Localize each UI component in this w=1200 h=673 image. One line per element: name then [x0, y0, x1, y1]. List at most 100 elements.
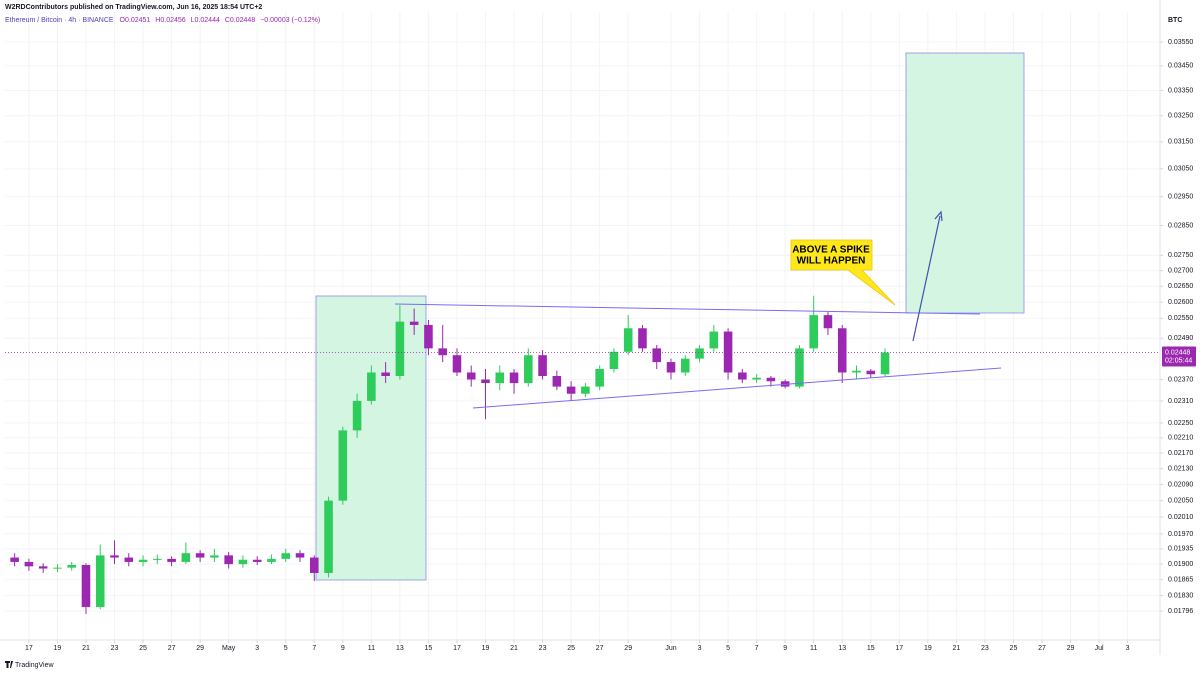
candle-body	[652, 348, 662, 363]
x-tick-label: 29	[1067, 645, 1075, 652]
resistance-line	[394, 303, 981, 315]
candle-body	[552, 375, 562, 387]
candle-body	[823, 315, 833, 329]
y-tick-label: 0.02250	[1168, 420, 1193, 427]
x-tick-label: 17	[453, 645, 461, 652]
x-tick-label: 13	[838, 645, 846, 652]
countdown: 02:05:44	[1165, 357, 1192, 364]
candle-body	[509, 372, 519, 384]
y-tick-label: 0.02210	[1168, 435, 1193, 442]
candle-body	[395, 321, 405, 376]
candle-body	[352, 400, 362, 431]
candle-body	[295, 553, 305, 558]
candle-body	[409, 321, 419, 325]
ohlc-value: C0.02448	[225, 17, 255, 24]
candle-body	[367, 372, 376, 401]
candle-body	[167, 558, 176, 562]
x-tick-label: 9	[783, 645, 787, 652]
candle-body	[538, 355, 547, 376]
x-tick-label: 15	[867, 645, 875, 652]
candle-body	[766, 377, 776, 382]
candle-body	[110, 555, 119, 558]
candle-body	[309, 557, 319, 573]
brand-name: TradingView	[15, 662, 54, 669]
x-tick-label: 19	[482, 645, 490, 652]
candle-body	[481, 379, 490, 384]
ohlc-value: H0.02456	[155, 17, 185, 24]
published: W2RDContributors published on TradingVie…	[5, 4, 262, 11]
x-tick-label: 3	[255, 645, 259, 652]
candle-body	[38, 566, 48, 569]
candle-body	[281, 553, 291, 559]
candle-body	[324, 500, 333, 573]
x-tick-label: 21	[952, 645, 960, 652]
candle-body	[452, 355, 462, 373]
x-tick-label: 23	[539, 645, 547, 652]
candle-body	[623, 328, 633, 352]
ohlc-value: −0.00003 (−0.12%)	[260, 17, 320, 24]
candle-body	[866, 370, 876, 375]
candle-body	[238, 559, 248, 565]
candle-body	[138, 559, 148, 562]
currency: BTC	[1168, 17, 1182, 24]
callout	[790, 239, 896, 306]
candle-body	[195, 553, 205, 558]
x-tick-label: 11	[368, 645, 375, 652]
y-tick-label: 0.01900	[1168, 561, 1193, 568]
candle-body	[53, 567, 62, 569]
ohlc-value: O0.02451	[120, 17, 151, 24]
y-tick-label: 0.02310	[1168, 398, 1193, 405]
candle-body	[609, 351, 619, 370]
candle-body	[67, 565, 76, 568]
candle-body	[124, 557, 134, 562]
candle-body	[852, 370, 861, 373]
last-price-box	[1162, 346, 1196, 367]
candle-body	[81, 565, 91, 607]
candle-body	[595, 369, 604, 387]
y-tick-label: 0.02850	[1168, 222, 1193, 229]
candle-body	[709, 331, 719, 349]
x-tick-label: 25	[1010, 645, 1018, 652]
y-tick-label: 0.02010	[1168, 514, 1193, 521]
candle-body	[680, 358, 690, 373]
ohlc-value: L0.02444	[191, 17, 220, 24]
arrow-head	[934, 210, 943, 222]
y-tick-label: 0.01935	[1168, 546, 1193, 553]
y-tick-label: 0.02490	[1168, 335, 1193, 342]
x-tick-label: 27	[168, 645, 176, 652]
candle-body	[837, 328, 847, 373]
arrow	[912, 215, 941, 342]
x-tick-label: 19	[54, 645, 62, 652]
candle-body	[738, 372, 747, 380]
y-tick-label: 0.01830	[1168, 592, 1193, 599]
candle-body	[581, 386, 590, 394]
x-tick-label: 3	[1126, 645, 1130, 652]
y-tick-label: 0.02650	[1168, 283, 1193, 290]
candle-body	[666, 362, 676, 373]
x-tick-label: 25	[139, 645, 147, 652]
y-tick-label: 0.03250	[1168, 113, 1193, 120]
x-tick-label: 19	[924, 645, 932, 652]
x-tick-label: 25	[567, 645, 575, 652]
x-tick-label: 5	[726, 645, 730, 652]
annotation: ABOVE A SPIKE	[792, 245, 870, 256]
candle-body	[752, 377, 761, 380]
y-tick-label: 0.01796	[1168, 608, 1193, 615]
y-tick-label: 0.03150	[1168, 139, 1193, 146]
candle-body	[880, 352, 890, 375]
x-tick-label: May	[222, 645, 236, 652]
brand-logo	[5, 661, 13, 668]
candle-body	[95, 555, 105, 607]
x-tick-label: 15	[425, 645, 433, 652]
target-zone	[315, 295, 427, 581]
candle-body	[381, 372, 390, 376]
x-tick-label: 7	[312, 645, 316, 652]
x-tick-label: 21	[510, 645, 518, 652]
x-tick-label: 29	[196, 645, 204, 652]
annotation: WILL HAPPEN	[797, 256, 866, 267]
candle-body	[424, 324, 433, 349]
y-tick-label: 0.02370	[1168, 376, 1193, 383]
y-tick-label: 0.01865	[1168, 576, 1193, 583]
candle-body	[566, 386, 576, 394]
